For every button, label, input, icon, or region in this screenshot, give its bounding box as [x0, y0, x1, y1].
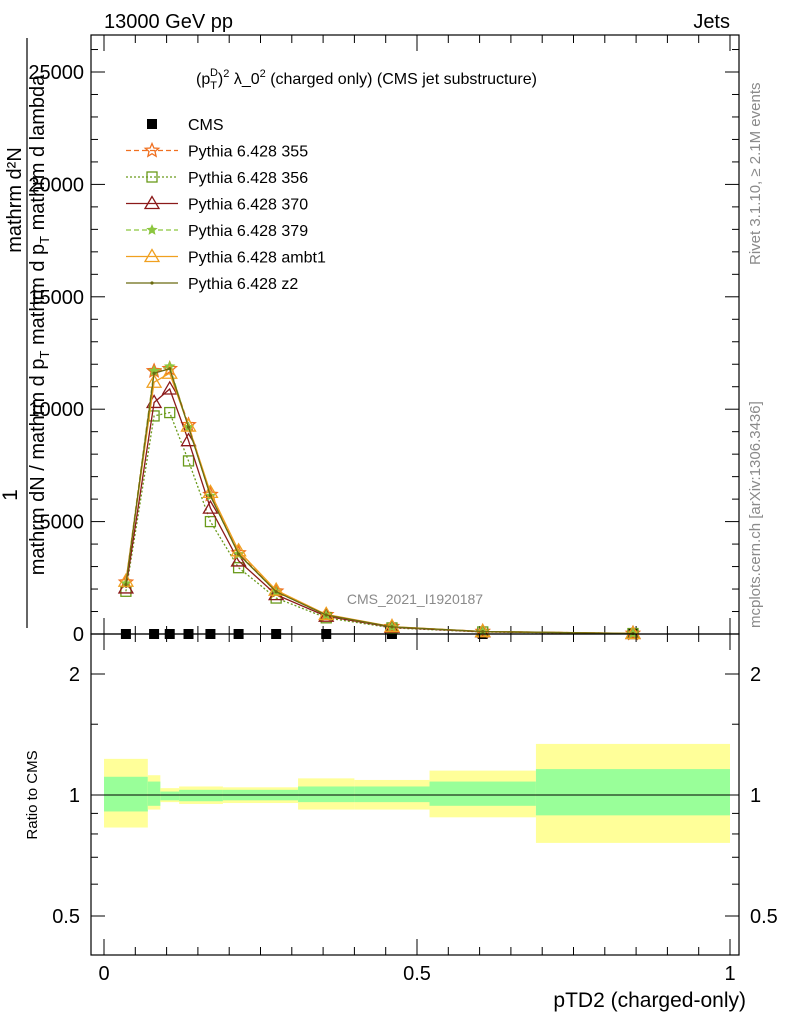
- ratio-x-axis: 0 0.5 1: [98, 634, 736, 985]
- data-point-pythia-6-428-z2: [390, 625, 394, 629]
- ratio-green-band: [160, 791, 180, 801]
- data-point-pythia-6-428-ambt1: [474, 623, 491, 638]
- data-point-pythia-6-428-z2: [208, 494, 213, 498]
- data-point-pythia-6-428-379: [148, 365, 160, 376]
- ratio-green-band: [354, 786, 430, 803]
- x-tick-label: 0.5: [403, 963, 431, 985]
- legend-label: Pythia 6.428 z2: [188, 276, 298, 293]
- ratio-green-band: [429, 781, 536, 806]
- data-point-pythia-6-428-ambt1: [117, 572, 135, 587]
- y-tick-label: 0: [73, 624, 84, 646]
- legend-label: Pythia 6.428 356: [188, 170, 308, 187]
- ratio-y-tick-label: 1: [69, 785, 80, 807]
- legend-label: Pythia 6.428 370: [188, 197, 308, 214]
- legend-marker: [150, 281, 154, 285]
- legend-marker: [143, 248, 161, 263]
- header-energy: 13000 GeV pp: [104, 11, 233, 33]
- legend-entry-pythia-6-428-z2: Pythia 6.428 z2: [126, 276, 298, 293]
- y-tick-label: 10000: [28, 399, 84, 421]
- data-point-pythia-6-428-ambt1: [161, 364, 178, 379]
- legend-entry-cms: CMS: [147, 117, 224, 134]
- legend: CMS Pythia 6.428 355 Pythia 6.428 356 Pythi…: [126, 117, 326, 293]
- legend-marker: [143, 195, 161, 210]
- data-point-pythia-6-428-ambt1: [383, 618, 401, 633]
- ratio-y-axis: 0.5 0.5 1 1 2 2: [52, 664, 778, 928]
- data-point-pythia-6-428-z2: [236, 552, 241, 556]
- legend-label: Pythia 6.428 379: [188, 223, 308, 240]
- main-ylabel: 1 mathrm d²N mathrm dN / mathrm d pT mat…: [0, 38, 52, 628]
- rivet-label: Rivet 3.1.10, ≥ 2.1M events: [747, 83, 764, 266]
- y-tick-label: 25000: [28, 62, 84, 84]
- ratio-ylabel: Ratio to CMS: [24, 750, 41, 839]
- ratio-y-tick-label: 2: [69, 664, 80, 686]
- data-point-pythia-6-428-z2: [324, 613, 328, 617]
- ylabel-numerator: mathrm d²N: [4, 147, 26, 253]
- y-tick-label: 20000: [28, 174, 84, 196]
- ratio-y-tick-label-right: 1: [750, 785, 761, 807]
- data-point-pythia-6-428-z2: [168, 367, 172, 371]
- legend-label: Pythia 6.428 355: [188, 144, 308, 161]
- main-plot: 0 5000 10000 15000 20000 25000 (pTD)2 λ_02 (c…: [28, 34, 740, 646]
- legend-entry-pythia-6-428-379: Pythia 6.428 379: [126, 223, 308, 240]
- data-point-pythia-6-428-ambt1: [202, 484, 219, 499]
- legend-marker: [143, 141, 161, 158]
- data-point-pythia-6-428-370: [117, 579, 135, 594]
- legend-entry-pythia-6-428-355: Pythia 6.428 355: [126, 141, 308, 161]
- data-point-pythia-6-428-ambt1: [230, 542, 247, 557]
- x-tick-label: 1: [724, 963, 735, 985]
- legend-marker: [146, 171, 158, 183]
- ratio-bands: [91, 743, 739, 843]
- ylabel-denominator: mathrm dN / mathrm d pT mathrm d pT math…: [27, 74, 52, 575]
- ratio-plot: 0.5 0.51 12 2 0 0.5 1 Ratio to CMS: [24, 633, 778, 985]
- data-point-pythia-6-428-ambt1: [180, 417, 197, 432]
- y-tick-label: 15000: [28, 287, 84, 309]
- header-jets: Jets: [693, 11, 730, 33]
- data-point-pythia-6-428-z2: [124, 582, 128, 587]
- ratio-green-band: [535, 769, 730, 816]
- legend-marker: [147, 119, 157, 129]
- x-tick-label: 0: [98, 963, 109, 985]
- legend-entry-pythia-6-428-356: Pythia 6.428 356: [126, 170, 308, 187]
- data-point-pythia-6-428-z2: [274, 590, 278, 594]
- main-y-axis: 0 5000 10000 15000 20000 25000: [28, 49, 739, 646]
- ratio-y-tick-label-right: 0.5: [750, 906, 778, 928]
- legend-entry-pythia-6-428-370: Pythia 6.428 370: [126, 195, 308, 214]
- x-axis-label: pTD2 (charged-only): [553, 989, 746, 1012]
- data-point-pythia-6-428-356: [204, 515, 217, 528]
- mcplots-label: mcplots.cern.ch [arXiv:1306.3436]: [747, 401, 764, 628]
- legend-marker: [146, 224, 158, 235]
- data-point-pythia-6-428-370: [230, 552, 247, 567]
- data-point-pythia-6-428-356: [164, 406, 176, 419]
- legend-label: CMS: [188, 117, 224, 134]
- data-point-pythia-6-428-355: [161, 359, 179, 376]
- ratio-green-band: [298, 786, 355, 803]
- ratio-green-band: [104, 776, 148, 812]
- analysis-tag: CMS_2021_I1920187: [347, 591, 483, 607]
- data-point-pythia-6-428-356: [232, 562, 245, 574]
- ylabel-one: 1: [0, 489, 22, 501]
- ratio-green-band: [147, 781, 161, 806]
- legend-entry-pythia-6-428-ambt1: Pythia 6.428 ambt1: [126, 248, 326, 267]
- data-point-pythia-6-428-ambt1: [145, 373, 163, 388]
- data-point-pythia-6-428-z2: [186, 425, 191, 429]
- ratio-y-tick-label: 0.5: [52, 906, 80, 928]
- y-tick-label: 5000: [40, 512, 85, 534]
- data-point-pythia-6-428-z2: [481, 629, 485, 634]
- data-point-pythia-6-428-z2: [152, 371, 156, 375]
- data-point-pythia-6-428-ambt1: [624, 625, 642, 640]
- data-point-pythia-6-428-370: [202, 499, 219, 514]
- ratio-y-tick-label-right: 2: [750, 664, 761, 686]
- main-title: (pTD)2 λ_02 (charged only) (CMS jet subs…: [196, 67, 537, 92]
- ratio-green-band: [179, 789, 223, 802]
- legend-label: Pythia 6.428 ambt1: [188, 250, 326, 267]
- data-point-pythia-6-428-356: [182, 455, 195, 467]
- data-point-pythia-6-428-370: [161, 380, 178, 395]
